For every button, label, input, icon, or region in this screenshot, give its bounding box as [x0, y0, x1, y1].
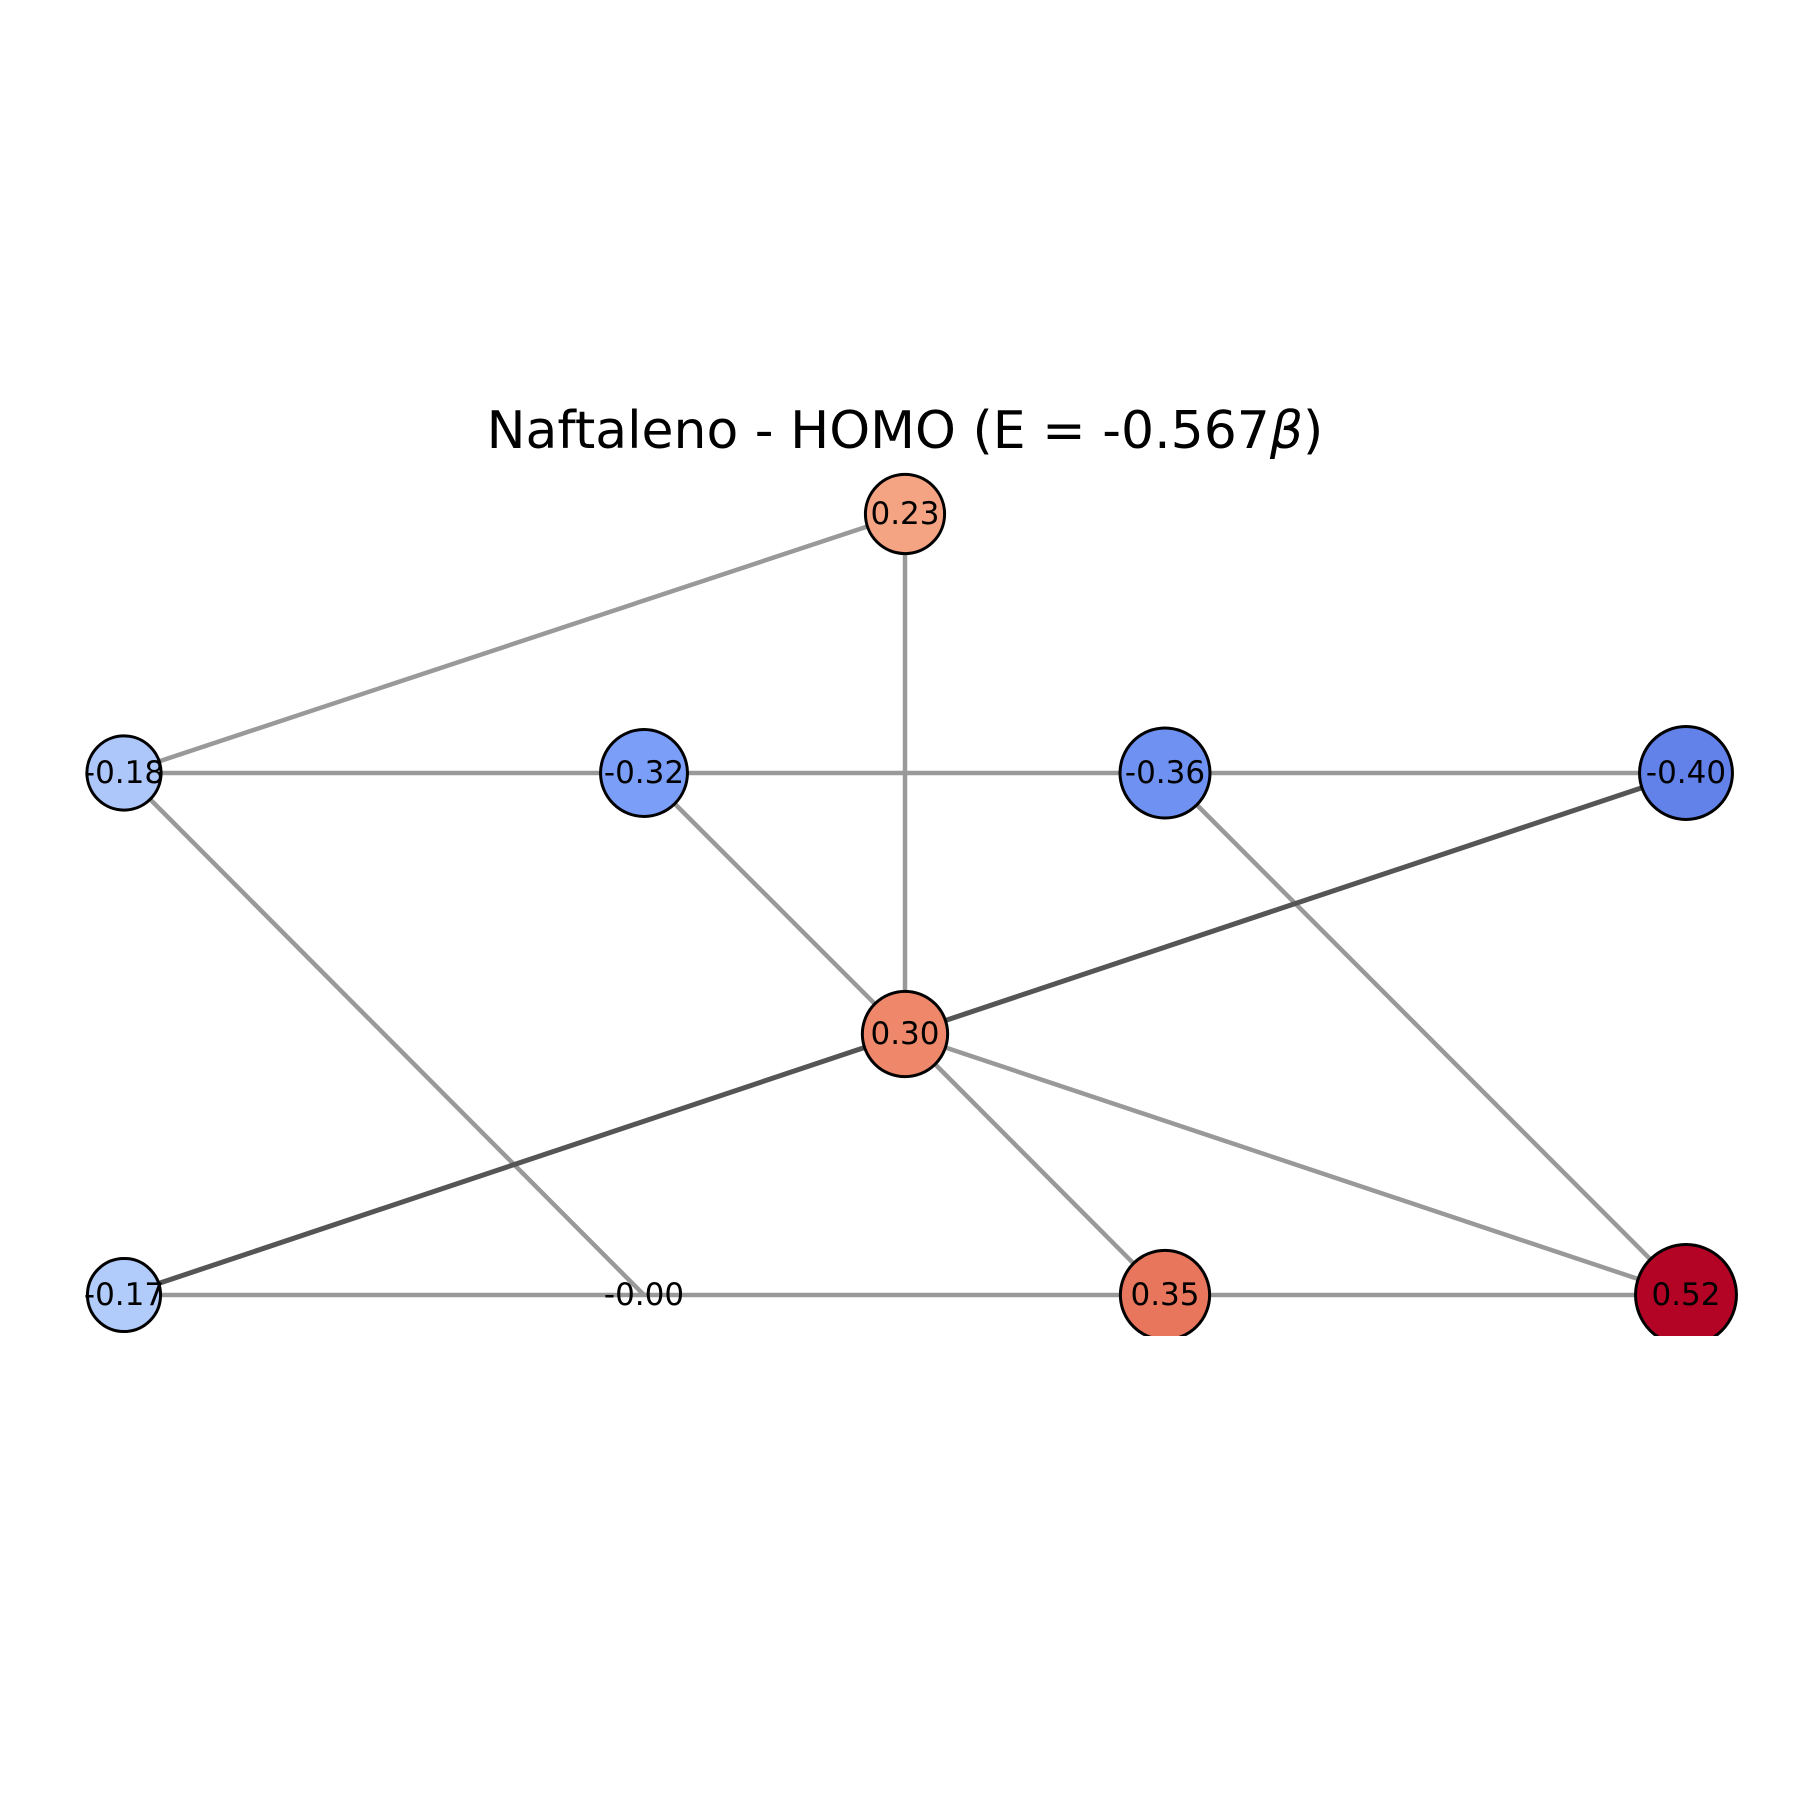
atom-node-n-023: 0.23 — [863, 472, 947, 556]
bond-n-030-n-035 — [903, 1032, 1167, 1297]
atom-coefficient-label: 0.35 — [1130, 1277, 1199, 1313]
atom-node-n-m017: -0.17 — [84, 1256, 164, 1334]
title-beta: β — [1269, 401, 1303, 461]
bond-n-m017-n-030 — [123, 1031, 906, 1298]
bond-edges — [122, 511, 1688, 1298]
atom-circle — [85, 734, 163, 812]
bond-n-m018-n-000 — [122, 771, 646, 1297]
atom-circle — [860, 989, 950, 1079]
atom-circle — [85, 1256, 163, 1334]
atom-coefficient-label: -0.36 — [1125, 755, 1205, 791]
atom-node-n-052: 0.52 — [1634, 1243, 1738, 1336]
atom-node-n-m018: -0.18 — [84, 734, 164, 812]
atom-coefficient-label: 0.23 — [870, 496, 939, 532]
bond-n-030-n-052 — [904, 1031, 1687, 1298]
atom-coefficient-label: 0.52 — [1651, 1277, 1720, 1313]
atom-node-n-m040: -0.40 — [1638, 725, 1734, 821]
atom-coefficient-label: -0.40 — [1646, 755, 1726, 791]
atom-coefficient-label: -0.00 — [604, 1277, 684, 1313]
atom-circle — [599, 728, 689, 818]
title-prefix: Naftaleno - HOMO (E = -0.567 — [487, 401, 1270, 461]
atom-node-n-000: -0.00 — [604, 1277, 684, 1313]
atom-coefficient-label: -0.17 — [84, 1277, 164, 1313]
bond-n-030-n-m040 — [904, 770, 1687, 1037]
bond-n-m036-n-052 — [1163, 771, 1688, 1297]
diagram-title: Naftaleno - HOMO (E = -0.567β) — [487, 401, 1324, 461]
atom-node-n-m032: -0.32 — [599, 728, 689, 818]
atom-node-n-030: 0.30 — [860, 989, 950, 1079]
atom-circle — [1118, 726, 1212, 820]
atom-coefficient-label: -0.32 — [604, 755, 684, 791]
title-suffix: ) — [1303, 401, 1323, 461]
atom-circle — [1118, 1248, 1212, 1336]
atom-circle — [863, 472, 947, 556]
atom-node-n-035: 0.35 — [1118, 1248, 1212, 1336]
atom-coefficient-label: -0.18 — [84, 755, 164, 791]
atom-node-n-m036: -0.36 — [1118, 726, 1212, 820]
atom-nodes: 0.23 -0.18 -0.32 -0.36 -0.40 0.30 -0.17 -0.00 0.… — [84, 472, 1738, 1336]
bond-n-m018-n-023 — [123, 511, 906, 776]
atom-coefficient-label: 0.30 — [870, 1016, 939, 1052]
atom-circle — [1634, 1243, 1738, 1336]
atom-circle — [1638, 725, 1734, 821]
bond-n-m032-n-030 — [642, 771, 907, 1036]
